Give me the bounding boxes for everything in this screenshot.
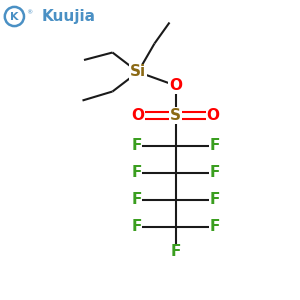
Text: Kuujia: Kuujia [42, 9, 96, 24]
Text: O: O [169, 78, 182, 93]
Text: F: F [209, 192, 220, 207]
Text: K: K [10, 11, 19, 22]
Text: F: F [131, 165, 142, 180]
Text: S: S [170, 108, 181, 123]
Text: F: F [209, 165, 220, 180]
Text: Si: Si [130, 64, 146, 80]
Text: F: F [170, 244, 181, 260]
Text: F: F [131, 219, 142, 234]
Text: O: O [206, 108, 220, 123]
Text: F: F [209, 138, 220, 153]
Text: ®: ® [26, 11, 33, 15]
Text: F: F [209, 219, 220, 234]
Text: O: O [131, 108, 145, 123]
Text: F: F [131, 138, 142, 153]
Text: F: F [131, 192, 142, 207]
